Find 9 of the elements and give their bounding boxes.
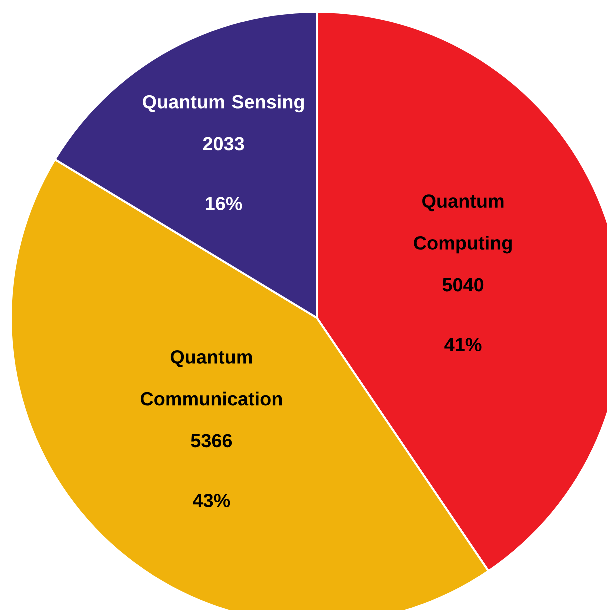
text: 43% <box>193 494 230 508</box>
data-label: 5040 <box>442 278 484 292</box>
data-label: 2033 <box>203 137 244 151</box>
category-label: Quantum Communication <box>140 350 282 406</box>
category-label: Quantum Computing <box>414 194 512 254</box>
data-label: 5366 <box>191 434 232 448</box>
text: 16% <box>206 197 242 210</box>
text: 41% <box>444 338 482 352</box>
slice-label: Quantum Sensing <box>143 94 304 113</box>
